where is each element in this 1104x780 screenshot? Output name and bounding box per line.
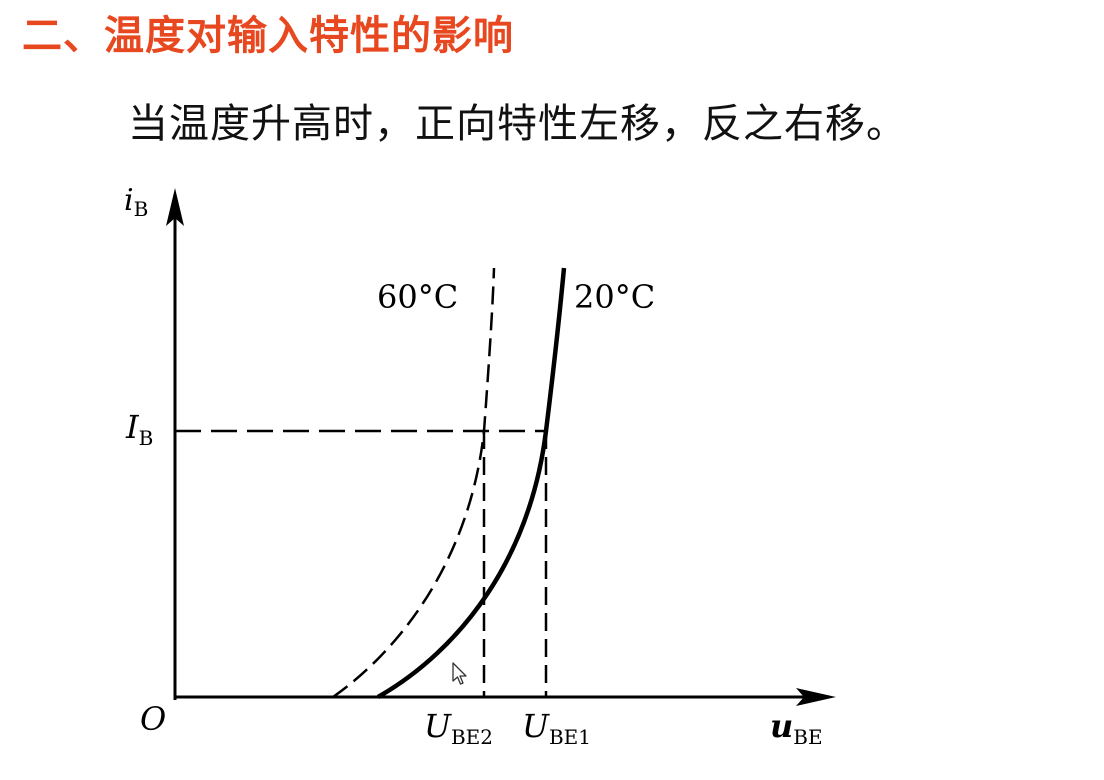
y-axis-var: i <box>124 183 134 218</box>
ib-level-label: IB <box>125 408 153 450</box>
ube1-label: UBE1 <box>522 707 591 749</box>
guide-lines <box>175 429 548 697</box>
origin-label: O <box>140 700 166 738</box>
x-axis-sub: BE <box>793 725 822 749</box>
ube2-sub: BE2 <box>451 725 493 749</box>
ube2-var: U <box>424 707 452 745</box>
slide-heading: 二、温度对输入特性的影响 <box>22 13 514 59</box>
y-axis-label: iB <box>124 183 148 221</box>
mouse-pointer-icon <box>452 662 467 685</box>
ube2-label: UBE2 <box>424 707 493 749</box>
x-axis-arrow-icon <box>796 688 836 706</box>
axes <box>173 205 808 700</box>
x-axis-var: u <box>770 707 793 745</box>
curve-20c-label: 20°C <box>574 278 655 316</box>
x-axis-label: uBE <box>770 707 823 749</box>
ib-level-var: I <box>125 408 140 446</box>
curve-20c <box>376 267 567 699</box>
ib-level-sub: B <box>139 426 154 450</box>
ube1-var: U <box>522 707 550 745</box>
slide-subtitle: 当温度升高时，正向特性左移，反之右移。 <box>128 101 907 147</box>
y-axis-sub: B <box>134 197 149 221</box>
y-axis-arrow-icon <box>166 188 184 226</box>
ube1-sub: BE1 <box>549 725 591 749</box>
curve-60c <box>332 267 496 699</box>
curve-60c-label: 60°C <box>377 278 458 316</box>
